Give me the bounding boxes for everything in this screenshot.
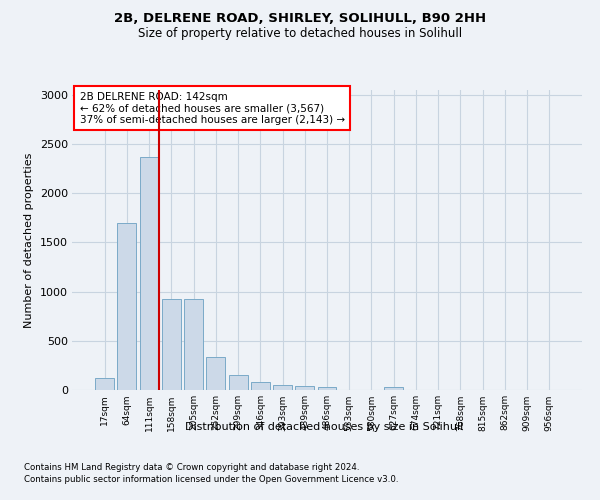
Bar [295,386,314,390]
Bar [384,387,403,390]
Bar [184,298,203,390]
Bar [206,356,225,390]
Bar [251,382,270,390]
Text: Contains HM Land Registry data © Crown copyright and database right 2024.: Contains HM Land Registry data © Crown c… [24,462,359,471]
Bar [162,298,181,390]
Text: 2B, DELRENE ROAD, SHIRLEY, SOLIHULL, B90 2HH: 2B, DELRENE ROAD, SHIRLEY, SOLIHULL, B90… [114,12,486,26]
Text: Size of property relative to detached houses in Solihull: Size of property relative to detached ho… [138,28,462,40]
Bar [118,223,136,390]
Text: 2B DELRENE ROAD: 142sqm
← 62% of detached houses are smaller (3,567)
37% of semi: 2B DELRENE ROAD: 142sqm ← 62% of detache… [80,92,345,124]
Y-axis label: Number of detached properties: Number of detached properties [24,152,34,328]
Text: Contains public sector information licensed under the Open Government Licence v3: Contains public sector information licen… [24,475,398,484]
Text: Distribution of detached houses by size in Solihull: Distribution of detached houses by size … [185,422,463,432]
Bar [229,375,248,390]
Bar [140,157,158,390]
Bar [95,378,114,390]
Bar [317,387,337,390]
Bar [273,384,292,390]
